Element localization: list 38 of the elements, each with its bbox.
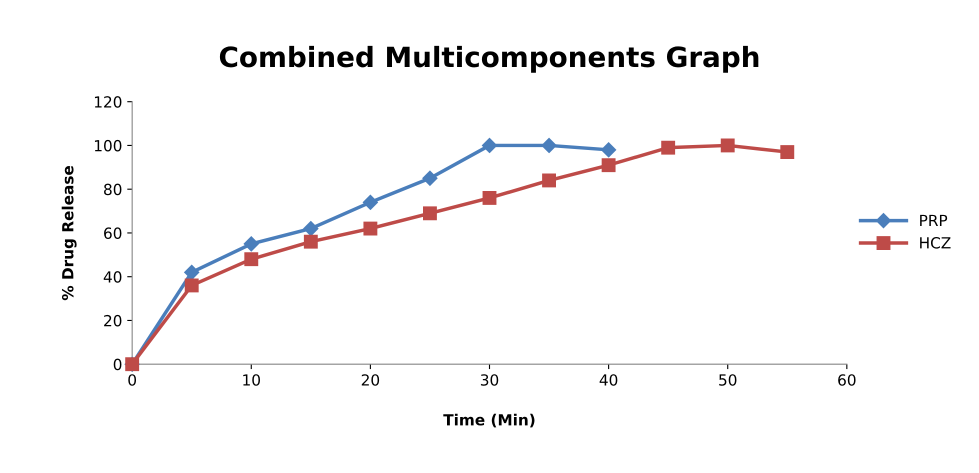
y-tick-label: 80 [104, 184, 122, 196]
point [482, 138, 498, 154]
y-tick-label: 20 [104, 314, 122, 326]
chart-title: Combined Multicomponents Graph [220, 46, 758, 73]
x-tick-label: 40 [600, 374, 618, 386]
point [780, 145, 794, 159]
y-tick-label: 40 [104, 271, 122, 283]
point [601, 142, 616, 158]
point [184, 278, 199, 292]
point [541, 138, 557, 154]
x-axis-title: Time (Min) [443, 414, 534, 428]
point [304, 234, 318, 249]
y-tick-label: 60 [104, 227, 122, 239]
x-tick-label: 20 [362, 374, 380, 386]
y-tick-label: 100 [94, 140, 122, 152]
x-tick-label: 10 [243, 374, 260, 386]
point [363, 222, 378, 236]
point [244, 236, 259, 252]
point [661, 140, 676, 155]
point [303, 221, 318, 236]
legend-label: PRP [920, 214, 948, 226]
x-tick-label: 50 [719, 374, 736, 386]
point [720, 138, 735, 152]
point [362, 194, 378, 210]
point [482, 191, 496, 205]
x-tick-label: 60 [838, 374, 856, 386]
y-tick-label: 120 [94, 96, 122, 108]
y-tick-label: 0 [114, 358, 122, 370]
x-tick-label: 30 [480, 374, 498, 386]
y-axis-title: % Drug Release [62, 166, 77, 300]
point [422, 170, 438, 186]
point [602, 158, 616, 172]
legend-label: HCZ [920, 237, 951, 249]
point [244, 252, 258, 266]
point [423, 206, 437, 220]
point [542, 174, 556, 188]
point [184, 264, 200, 280]
x-tick-label: 0 [128, 374, 136, 386]
